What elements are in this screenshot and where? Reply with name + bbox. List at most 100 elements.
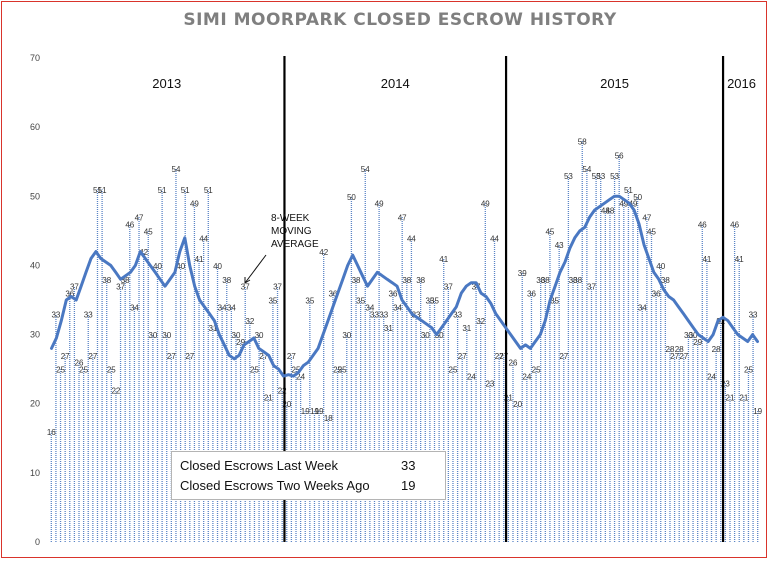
moving-average-line [50,194,759,378]
bar-value-label: 29 [236,338,245,347]
bar-value-label: 49 [629,200,638,209]
bar-value-label: 38 [569,276,578,285]
bar-value-label: 50 [633,193,642,202]
bar-value-label: 38 [573,276,582,285]
bar-value-label: 58 [578,137,587,146]
bar-value-label: 33 [749,310,758,319]
y-tick-label: 50 [30,191,40,201]
bar-value-label: 30 [342,331,351,340]
bar-value-label: 30 [148,331,157,340]
bar-value-label: 31 [208,324,217,333]
bar-value-label: 41 [439,255,448,264]
y-tick-label: 30 [30,330,40,340]
bar-value-label: 27 [61,352,70,361]
bar-value-label: 45 [545,227,554,236]
bar-value-label: 30 [421,331,430,340]
bar-value-label: 51 [93,186,102,195]
legend-label: Closed Escrows Two Weeks Ago [180,478,370,493]
bar-value-label: 22 [111,386,120,395]
bar-value-label: 34 [227,303,236,312]
bar-value-label: 27 [495,352,504,361]
bar-value-label: 19 [315,407,324,416]
year-label: 2016 [727,76,756,91]
y-tick-label: 70 [30,53,40,63]
bar-value-label: 30 [232,331,241,340]
bar-value-label: 21 [726,393,735,402]
legend-box: Closed Escrows Last Week 33 Closed Escro… [171,451,446,500]
legend-row-two-weeks-ago: Closed Escrows Two Weeks Ago 19 [180,478,415,493]
bar-value-label: 21 [264,393,273,402]
bar-value-label: 37 [587,283,596,292]
data-labels: 1633252736372625332751513825223738463447… [47,137,763,436]
year-label: 2013 [152,76,181,91]
bar-value-label: 40 [176,262,185,271]
legend-value: 33 [401,458,416,473]
bar-value-label: 42 [319,248,328,257]
bar-value-label: 35 [305,297,314,306]
bar-value-label: 50 [347,193,356,202]
bar-value-label: 40 [656,262,665,271]
bar-value-label: 49 [481,200,490,209]
y-tick-label: 0 [35,537,40,547]
legend-row-last-week: Closed Escrows Last Week 33 [180,458,415,473]
bar-value-label: 38 [402,276,411,285]
bar-value-label: 41 [195,255,204,264]
bar-value-label: 56 [615,151,624,160]
bar-value-label: 25 [532,366,541,375]
bar-value-label: 38 [541,276,550,285]
bar-value-label: 45 [647,227,656,236]
chart-title: SIMI MOORPARK CLOSED ESCROW HISTORY [183,10,617,30]
bar-value-label: 28 [666,345,675,354]
bar-value-label: 27 [559,352,568,361]
y-tick-label: 40 [30,260,40,270]
bar-value-label: 36 [652,290,661,299]
y-tick-label: 60 [30,122,40,132]
bar-value-label: 48 [601,207,610,216]
bar-value-label: 51 [204,186,213,195]
bar-value-label: 32 [716,317,725,326]
bar-value-label: 33 [379,310,388,319]
year-label: 2015 [600,76,629,91]
bar-value-label: 35 [268,297,277,306]
year-labels: 2013 2014 2015 2016 [152,76,756,91]
bar-value-label: 54 [361,165,370,174]
bar-value-label: 24 [707,373,716,382]
y-tick-label: 20 [30,399,40,409]
bar-value-label: 54 [582,165,591,174]
bar-value-label: 27 [458,352,467,361]
bar-value-label: 19 [310,407,319,416]
bar-value-label: 18 [324,414,333,423]
bar-value-label: 25 [56,366,65,375]
bar-value-label: 33 [370,310,379,319]
bar-value-label: 23 [721,379,730,388]
bar-value-label: 38 [416,276,425,285]
annotation-arrow [244,254,267,284]
bar-value-label: 27 [259,352,268,361]
annotation-text: 8-WEEK [271,213,310,224]
bar-value-label: 28 [712,345,721,354]
bar-value-label: 30 [689,331,698,340]
bar-value-label: 33 [84,310,93,319]
bar-value-label: 51 [624,186,633,195]
bar-value-label: 25 [333,366,342,375]
bar-value-label: 25 [449,366,458,375]
bar-value-label: 38 [102,276,111,285]
annotation-text: AVERAGE [271,239,319,250]
bar-value-label: 44 [199,234,208,243]
bar-value-label: 20 [282,400,291,409]
bar-value-label: 21 [504,393,513,402]
bar-value-label: 47 [642,214,651,223]
bar-value-label: 46 [125,220,134,229]
bar-value-label: 54 [172,165,181,174]
bar-value-label: 46 [698,220,707,229]
bar-value-label: 25 [107,366,116,375]
bar-value-label: 47 [135,214,144,223]
bar-value-label: 51 [158,186,167,195]
bar-value-label: 30 [162,331,171,340]
bar-value-label: 24 [522,373,531,382]
bar-value-label: 51 [98,186,107,195]
moving-average-annotation: 8-WEEK MOVING AVERAGE [244,213,319,284]
bar-value-label: 35 [425,297,434,306]
bar-value-label: 34 [393,303,402,312]
